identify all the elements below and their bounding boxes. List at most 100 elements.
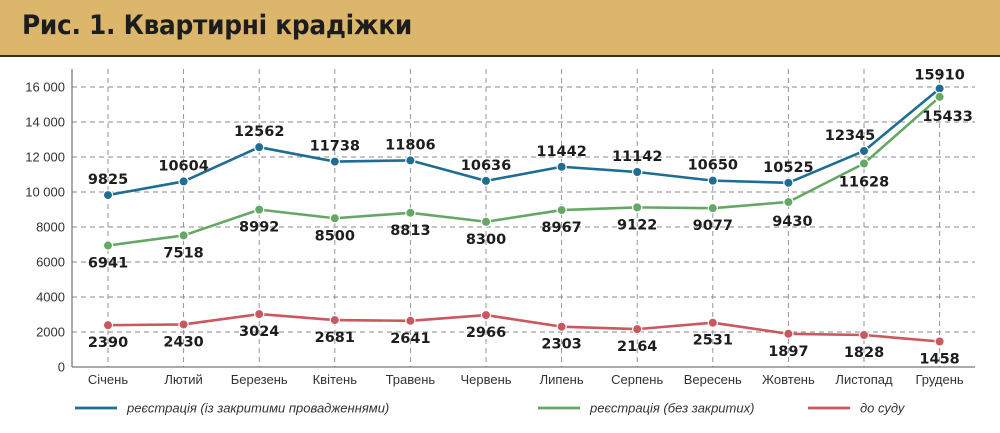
y-tick-label: 0 [58,360,65,375]
data-label: 2681 [315,330,355,346]
data-point [783,177,794,189]
y-tick-label: 12 000 [25,150,65,165]
x-tick-label: Жовтень [762,372,815,387]
data-label: 11806 [385,137,435,153]
y-tick-label: 8000 [36,220,65,235]
y-tick-label: 10 000 [25,185,65,200]
data-point [254,308,265,320]
data-point [783,196,794,208]
data-label: 9825 [88,172,128,188]
data-point [556,204,567,216]
y-tick-label: 4000 [36,290,65,305]
data-label: 9122 [617,217,657,233]
series-line [107,312,940,343]
y-tick-label: 14 000 [25,115,65,130]
data-label: 11628 [839,175,889,191]
data-point [254,204,265,215]
legend-label: до суду [860,401,906,416]
data-point [707,175,719,186]
data-point [102,319,114,331]
data-label: 11142 [612,149,662,165]
y-tick-label: 16 000 [25,80,65,95]
data-point [632,202,643,213]
data-label: 8813 [390,223,430,239]
data-point [783,328,794,340]
x-tick-label: Грудень [915,372,963,387]
data-label: 10650 [688,158,738,174]
data-point [329,314,340,326]
data-point [480,216,492,227]
x-tick-label: Травень [386,372,436,387]
data-label: 9430 [772,214,812,230]
x-tick-label: Липень [540,372,584,387]
data-label: 12345 [825,128,875,144]
y-tick-label: 6000 [36,255,65,270]
data-point [405,207,416,218]
data-point [480,175,492,187]
data-label: 6941 [88,256,128,272]
data-label: 10636 [461,158,511,174]
x-tick-label: Серпень [611,372,663,387]
x-tick-label: Листопад [835,372,893,387]
data-point [178,230,189,241]
x-tick-label: Березень [231,372,288,387]
data-label: 2430 [163,334,203,350]
data-point [632,323,643,335]
data-point [480,309,492,321]
data-point [707,202,719,214]
data-label: 2303 [541,337,581,353]
data-label: 1828 [844,345,884,361]
data-point [102,189,114,201]
data-label: 3024 [239,324,279,340]
chart-header: Рис. 1. Квартирні крадіжки [0,0,1000,57]
data-label: 8300 [466,232,506,248]
data-label: 8992 [239,220,279,236]
data-point [254,141,265,153]
data-label: 2164 [617,339,657,355]
legend-label: реєстрація (без закритих) [589,401,754,416]
data-point [405,155,416,166]
data-point [632,166,643,178]
x-tick-label: Січень [88,372,128,387]
data-label: 11442 [536,144,586,160]
y-tick-label: 2000 [36,325,65,340]
data-label: 2390 [88,335,128,351]
data-label: 1897 [768,344,808,360]
chart-title: Рис. 1. Квартирні крадіжки [22,10,413,41]
x-tick-label: Червень [460,372,511,387]
data-point [556,161,567,172]
data-point [934,91,945,103]
data-label: 10604 [158,158,208,174]
data-point [329,156,340,167]
data-point [707,317,719,328]
x-tick-label: Вересень [684,372,742,387]
data-point [858,158,870,169]
data-point [329,213,340,224]
data-label: 7518 [163,245,203,261]
data-point [858,329,870,341]
data-point [858,145,870,157]
data-label: 2966 [466,325,506,341]
data-label: 12562 [234,124,284,140]
data-label: 2531 [693,333,733,349]
data-point [102,240,114,251]
legend-label: реєстрація (із закритими провадженнями) [126,401,389,416]
data-point [178,319,189,330]
data-label: 11738 [310,139,360,155]
data-label: 15433 [922,109,972,125]
series-line [107,95,941,247]
data-point [178,176,189,187]
data-label: 2641 [390,331,430,347]
x-tick-label: Лютий [164,372,202,387]
data-label: 10525 [763,160,813,176]
data-label: 8500 [315,228,355,244]
series-line [107,87,941,197]
data-point [405,315,416,326]
data-point [556,321,567,332]
data-label: 8967 [541,220,581,236]
x-tick-label: Квітень [313,372,358,387]
data-label: 9077 [693,218,733,234]
data-point [934,336,945,347]
data-label: 1458 [919,351,959,367]
